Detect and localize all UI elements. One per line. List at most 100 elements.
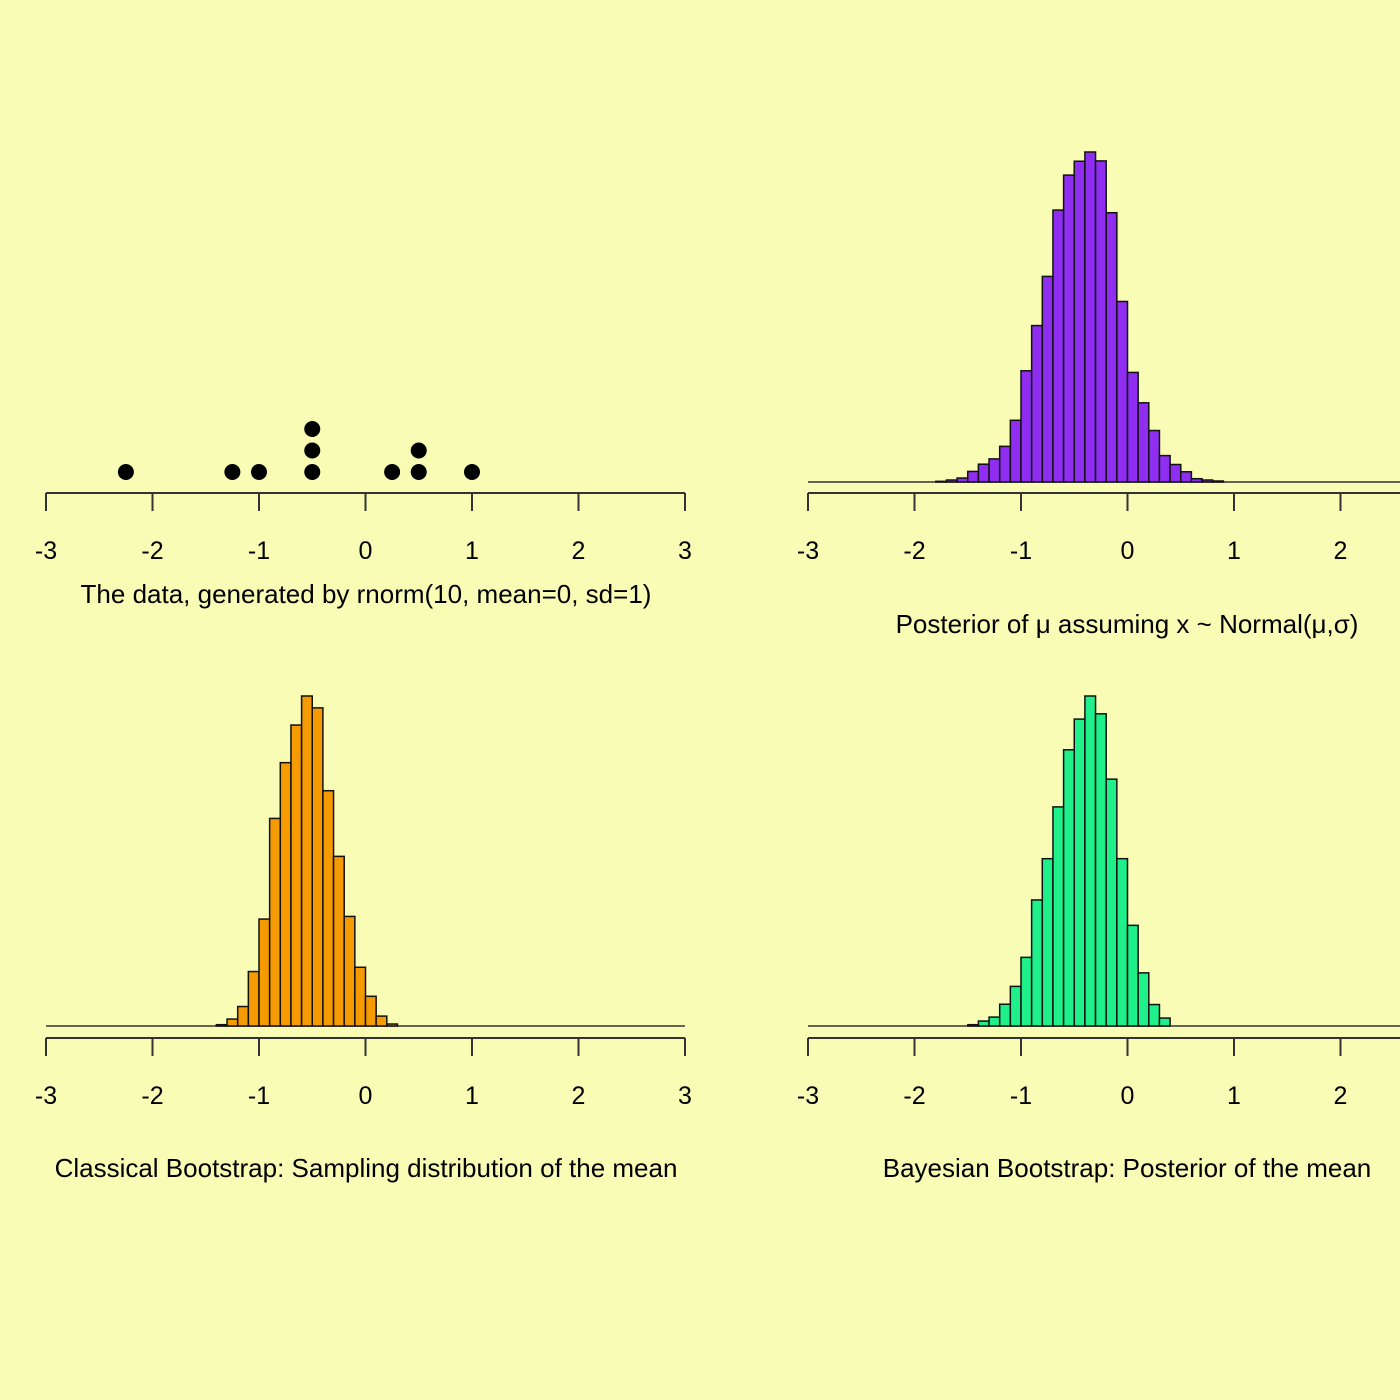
panel-data-dotplot: -3 -2 -1 0 1 2 3 The data, generated by rnorm(1… (35, 421, 692, 609)
histogram-bar (988, 1016, 1001, 1027)
data-point (464, 464, 480, 480)
data-point (304, 464, 321, 480)
histogram-bar (967, 1023, 980, 1027)
x-tick-label: 1 (465, 1082, 479, 1110)
x-tick-label: -1 (1010, 1082, 1032, 1110)
histogram-bar (1062, 749, 1075, 1027)
histogram-bar (1211, 480, 1225, 483)
data-point (224, 464, 241, 480)
histogram-bar (1158, 1017, 1171, 1027)
panel-posterior-normal: -3-2-10123Posterior of μ assuming x ~ No… (797, 151, 1400, 639)
histogram-bar (322, 789, 335, 1027)
histogram-bar (1105, 211, 1118, 483)
histogram-bar (311, 707, 324, 1027)
histogram-bar (977, 1020, 990, 1027)
histogram-bar (1020, 956, 1033, 1027)
x-tick-label: 1 (1227, 537, 1241, 565)
x-tick-label: -1 (1010, 537, 1032, 565)
panel-title: Bayesian Bootstrap: Posterior of the mea… (883, 1153, 1372, 1183)
x-tick-label: 1 (465, 537, 479, 565)
histogram-bar (998, 1003, 1012, 1027)
x-tick-label: 2 (1334, 1082, 1348, 1110)
histogram-bar (258, 918, 271, 1027)
panel-title: The data, generated by rnorm(10, mean=0,… (81, 579, 652, 609)
x-tick-label: 3 (678, 537, 692, 565)
histogram-bar (364, 995, 377, 1027)
x-tick-label: 2 (572, 1082, 586, 1110)
panel-title: Classical Bootstrap: Sampling distributi… (55, 1153, 678, 1183)
data-point (251, 464, 267, 480)
histogram-bar (1116, 300, 1129, 483)
histogram-bar (375, 1015, 388, 1027)
x-tick-label: -2 (141, 1082, 163, 1110)
histogram-bar (1073, 718, 1086, 1027)
histogram-bar (1116, 857, 1129, 1027)
panel-title: Posterior of μ assuming x ~ Normal(μ,σ) (896, 609, 1359, 639)
histogram-bar (945, 479, 958, 483)
histogram-bar (1052, 806, 1065, 1027)
histogram-bar (343, 915, 356, 1027)
histogram-bar (268, 817, 282, 1027)
x-tick-label: -2 (903, 1082, 925, 1110)
histogram-bar (1148, 1003, 1161, 1027)
x-tick-label: 2 (572, 537, 586, 565)
x-tick-label: 3 (678, 1082, 692, 1110)
histogram-bar (935, 480, 948, 483)
data-point (304, 421, 321, 437)
histogram-bar (1084, 695, 1097, 1027)
histogram-bar (1148, 429, 1161, 483)
histogram-bar (279, 761, 292, 1027)
x-tick-label: -1 (248, 1082, 270, 1110)
x-tick-label: -3 (35, 1082, 57, 1110)
histogram-bar (236, 1005, 250, 1027)
histogram-bar (998, 445, 1012, 483)
x-tick-label: 0 (359, 537, 373, 565)
panel-classical-bootstrap: -3 -2 -1 0 1 2 3 Classical Bootstrap: Sampling … (35, 695, 692, 1183)
histogram-bar (247, 970, 260, 1027)
histogram-bar (1062, 174, 1075, 483)
x-tick-label: -2 (903, 537, 925, 565)
histogram-bar (354, 966, 367, 1027)
histogram-bar (1052, 209, 1065, 483)
histogram-bar (1169, 463, 1182, 483)
data-point (117, 464, 134, 480)
histogram-bar (1126, 924, 1139, 1027)
x-tick-label: -3 (35, 537, 57, 565)
histogram-bar (226, 1018, 239, 1027)
x-tick-label: -3 (797, 1082, 819, 1110)
histogram-bar (332, 855, 345, 1027)
histogram-bar (1105, 778, 1118, 1027)
histogram-bar (1201, 479, 1214, 483)
histogram-bar (1094, 160, 1107, 483)
histogram-bar (1158, 454, 1171, 483)
x-tick-label: -3 (797, 537, 819, 565)
x-tick-label: 2 (1334, 537, 1348, 565)
x-tick-label: 0 (359, 1082, 373, 1110)
histogram-bar (1084, 151, 1097, 483)
x-tick-label: 0 (1121, 537, 1135, 565)
histogram-bar (956, 477, 969, 483)
histogram-bar (977, 463, 990, 483)
data-point (410, 442, 427, 459)
histogram-bar (967, 470, 980, 483)
histogram-bar (1009, 419, 1022, 483)
x-tick-label: 0 (1121, 1082, 1135, 1110)
data-point (410, 464, 427, 480)
histogram-bar (300, 695, 314, 1027)
data-point (304, 442, 321, 459)
x-tick-label: -1 (248, 537, 270, 565)
x-tick-label: -2 (141, 537, 163, 565)
histogram-bar (1009, 985, 1022, 1027)
histogram-bar (1137, 972, 1150, 1027)
histogram-bar (1073, 160, 1086, 483)
histogram-bar (290, 724, 303, 1027)
histogram-bar (1190, 477, 1203, 483)
histogram-bar (988, 458, 1001, 483)
panel-bayesian-bootstrap: -3-2-10123Bayesian Bootstrap: Posterior … (797, 695, 1400, 1183)
data-point (384, 464, 401, 480)
histogram-bar (215, 1023, 228, 1027)
histogram-bar (1041, 275, 1054, 483)
histogram-bar (1020, 370, 1033, 483)
histogram-bar (1137, 402, 1150, 483)
histogram-bar (386, 1023, 399, 1027)
